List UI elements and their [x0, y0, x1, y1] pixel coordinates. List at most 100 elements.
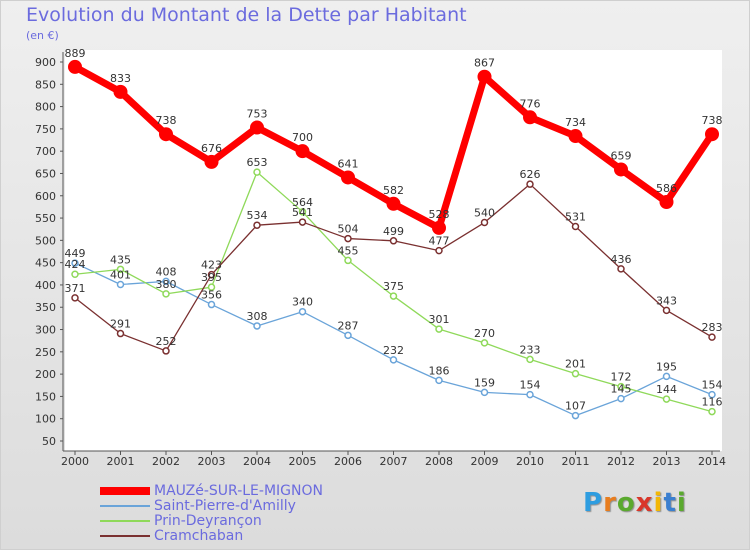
- data-label: 541: [292, 206, 313, 219]
- x-tick-label: 2010: [516, 455, 544, 468]
- legend-label: Cramchaban: [154, 528, 244, 544]
- y-tick-label: 900: [35, 56, 56, 69]
- data-point: [662, 306, 671, 315]
- data-label: 186: [429, 364, 450, 377]
- y-tick-label: 200: [35, 368, 56, 381]
- x-tick-label: 2006: [334, 455, 362, 468]
- data-point: [526, 355, 534, 364]
- proxiti-logo: Proxiti: [583, 488, 687, 518]
- data-point: [389, 356, 398, 364]
- data-point: [389, 237, 398, 245]
- data-label: 283: [702, 321, 723, 334]
- data-point: [253, 322, 261, 330]
- data-point: [71, 270, 79, 278]
- data-label: 528: [429, 208, 450, 221]
- data-label: 159: [474, 376, 495, 389]
- y-tick-label: 50: [42, 435, 56, 448]
- data-label: 201: [565, 358, 586, 371]
- data-label: 343: [656, 294, 677, 307]
- x-tick-label: 2007: [380, 455, 408, 468]
- x-tick-label: 2001: [107, 455, 135, 468]
- y-tick-label: 800: [35, 101, 56, 114]
- data-point: [662, 372, 671, 381]
- y-tick-label: 850: [35, 78, 56, 91]
- data-label: 380: [156, 278, 177, 291]
- x-tick-label: 2012: [607, 455, 635, 468]
- data-label: 301: [429, 313, 450, 326]
- data-point: [341, 170, 355, 185]
- data-label: 586: [656, 182, 677, 195]
- data-label: 676: [201, 142, 222, 155]
- data-point: [344, 331, 352, 340]
- data-label: 395: [201, 271, 222, 284]
- y-tick-label: 300: [35, 324, 56, 337]
- legend-swatch: [100, 505, 150, 507]
- data-label: 753: [247, 108, 268, 121]
- data-label: 531: [565, 211, 586, 224]
- data-point: [523, 110, 537, 125]
- data-point: [116, 265, 125, 274]
- data-point: [480, 339, 489, 347]
- data-label: 641: [338, 157, 359, 170]
- data-point: [68, 59, 82, 74]
- y-tick-label: 650: [35, 167, 56, 180]
- data-label: 154: [702, 379, 723, 392]
- legend-label: Saint-Pierre-d'Amilly: [154, 498, 296, 514]
- data-label: 172: [611, 371, 632, 384]
- data-label: 534: [247, 209, 268, 222]
- logo-letter: r: [603, 488, 617, 518]
- x-tick-label: 2009: [471, 455, 499, 468]
- data-point: [432, 220, 446, 235]
- legend-item: Prin-Deyrançon: [100, 513, 420, 529]
- data-point: [207, 283, 216, 291]
- y-tick-label: 350: [35, 301, 56, 314]
- data-label: 436: [611, 253, 632, 266]
- legend-swatch: [100, 520, 150, 522]
- data-label: 423: [201, 259, 222, 272]
- data-point: [207, 300, 216, 309]
- data-point: [207, 270, 216, 279]
- data-label: 435: [110, 253, 131, 266]
- data-point: [617, 394, 625, 403]
- x-tick-label: 2004: [243, 455, 271, 468]
- data-point: [162, 347, 170, 355]
- data-point: [435, 376, 443, 385]
- data-label: 408: [156, 265, 177, 278]
- data-point: [659, 195, 674, 210]
- data-label: 252: [156, 335, 177, 348]
- data-label: 401: [110, 268, 131, 281]
- data-label: 375: [383, 280, 404, 293]
- data-label: 477: [429, 235, 450, 248]
- data-label: 116: [702, 396, 723, 409]
- data-point: [162, 290, 170, 298]
- x-tick-label: 2000: [61, 455, 89, 468]
- data-point: [477, 69, 492, 84]
- data-label: 233: [520, 343, 541, 356]
- x-tick-label: 2008: [425, 455, 453, 468]
- data-point: [386, 196, 401, 211]
- data-point: [705, 127, 719, 142]
- data-point: [568, 129, 583, 144]
- data-point: [617, 265, 625, 273]
- data-label: 653: [247, 156, 268, 169]
- data-label: 833: [110, 72, 131, 85]
- data-point: [480, 218, 489, 227]
- data-point: [295, 144, 310, 159]
- x-tick-label: 2002: [152, 455, 180, 468]
- legend-item: Cramchaban: [100, 528, 420, 544]
- data-point: [253, 168, 261, 176]
- y-tick-label: 400: [35, 279, 56, 292]
- data-label: 356: [201, 289, 222, 302]
- x-tick-label: 2011: [562, 455, 590, 468]
- data-point: [298, 208, 307, 216]
- data-point: [159, 127, 173, 142]
- data-point: [526, 180, 534, 188]
- data-point: [71, 259, 79, 267]
- data-point: [253, 221, 261, 229]
- y-tick-label: 450: [35, 257, 56, 270]
- data-label: 540: [474, 207, 495, 220]
- x-tick-label: 2014: [698, 455, 726, 468]
- data-label: 889: [65, 47, 86, 60]
- data-label: 455: [338, 244, 359, 257]
- legend-label: MAUZé-SUR-LE-MIGNON: [154, 483, 323, 499]
